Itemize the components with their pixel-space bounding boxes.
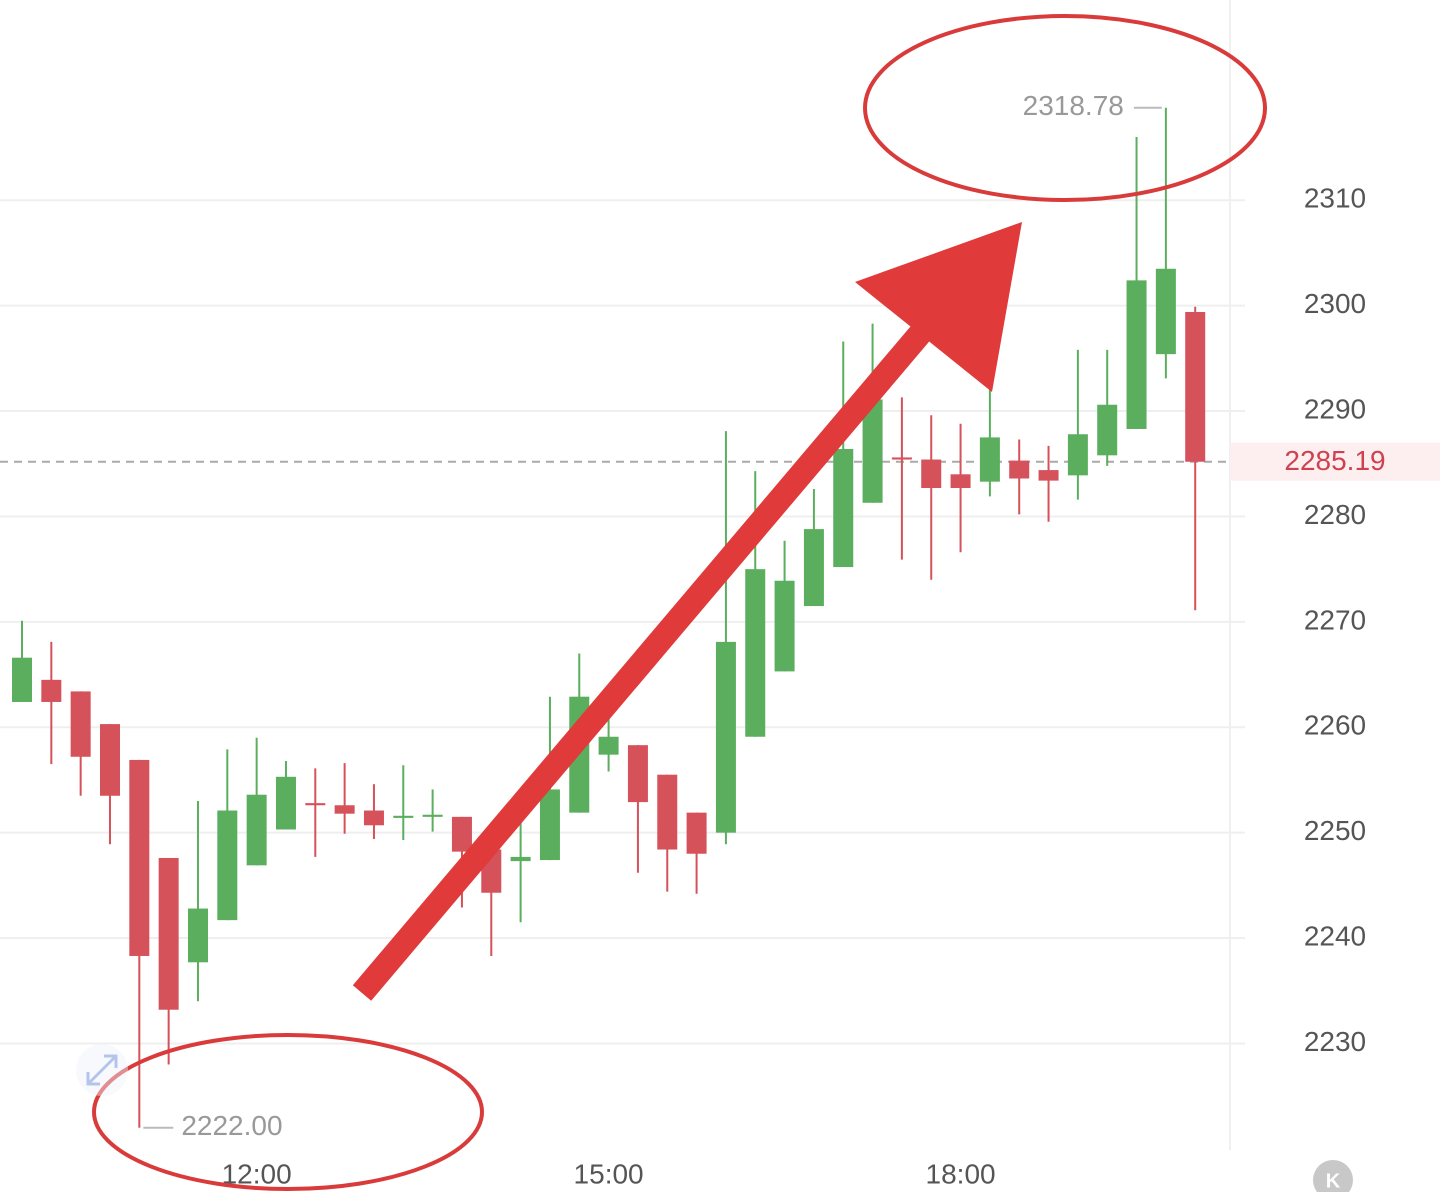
candle-body — [862, 399, 883, 503]
y-tick-label: 2270 — [1304, 604, 1366, 635]
candle-body — [745, 569, 766, 737]
last-price-bg — [1230, 442, 1440, 481]
candle-body — [598, 736, 619, 755]
candle-body — [217, 810, 238, 921]
candle-body — [305, 803, 326, 806]
x-tick-label: 15:00 — [574, 1158, 644, 1189]
arrow-shaft — [352, 314, 940, 1001]
low-marker-label: 2222.00 — [181, 1110, 282, 1141]
candle-body — [246, 794, 267, 866]
candle-body — [187, 908, 208, 963]
last-price-label: 2285.19 — [1284, 445, 1385, 476]
candle-body — [686, 812, 707, 854]
y-tick-label: 2240 — [1304, 920, 1366, 951]
candle-body — [12, 657, 32, 702]
candle-body — [803, 529, 824, 607]
y-tick-label: 2250 — [1304, 815, 1366, 846]
candle-body — [1097, 404, 1118, 456]
logo-text: K — [1326, 1170, 1341, 1192]
candle-body — [393, 815, 414, 818]
candle-body — [1155, 268, 1176, 355]
expand-icon[interactable] — [76, 1044, 128, 1096]
candle-body — [70, 691, 91, 757]
y-tick-label: 2280 — [1304, 499, 1366, 530]
candles — [12, 107, 1206, 1128]
candle-body — [921, 459, 942, 489]
candle-body — [99, 724, 120, 796]
candle-body — [1185, 311, 1206, 462]
y-tick-label: 2310 — [1304, 183, 1366, 214]
candle-body — [1009, 460, 1030, 479]
x-tick-label: 18:00 — [926, 1158, 996, 1189]
annotation-layer: K — [76, 14, 1353, 1192]
candle-body — [1126, 280, 1147, 429]
candle-body — [657, 774, 678, 850]
candle-body — [363, 810, 384, 826]
candle-body — [41, 679, 62, 702]
candle-body — [833, 449, 854, 568]
candle-body — [451, 816, 472, 852]
highlight-ellipse — [92, 1033, 484, 1191]
candle-body — [891, 457, 912, 460]
y-tick-label: 2300 — [1304, 288, 1366, 319]
candle-body — [510, 856, 531, 862]
candle-body — [715, 641, 736, 833]
candle-body — [627, 745, 648, 803]
candle-body — [334, 805, 355, 814]
candle-body — [979, 437, 1000, 482]
candle-body — [422, 814, 443, 817]
candle-body — [774, 580, 795, 672]
candle-body — [158, 857, 179, 1010]
y-tick-label: 2260 — [1304, 710, 1366, 741]
candle-body — [950, 474, 971, 489]
high-marker-label: 2318.78 — [1023, 90, 1124, 121]
y-tick-label: 2290 — [1304, 393, 1366, 424]
candle-body — [1067, 434, 1088, 476]
candle-body — [539, 789, 560, 861]
candle-body — [275, 776, 296, 830]
candle-body — [129, 759, 150, 956]
y-tick-label: 2230 — [1304, 1026, 1366, 1057]
arrow-head — [855, 222, 1022, 392]
candle-body — [1038, 470, 1059, 481]
logo-badge — [1313, 1160, 1353, 1192]
highlight-ellipse — [863, 14, 1267, 202]
